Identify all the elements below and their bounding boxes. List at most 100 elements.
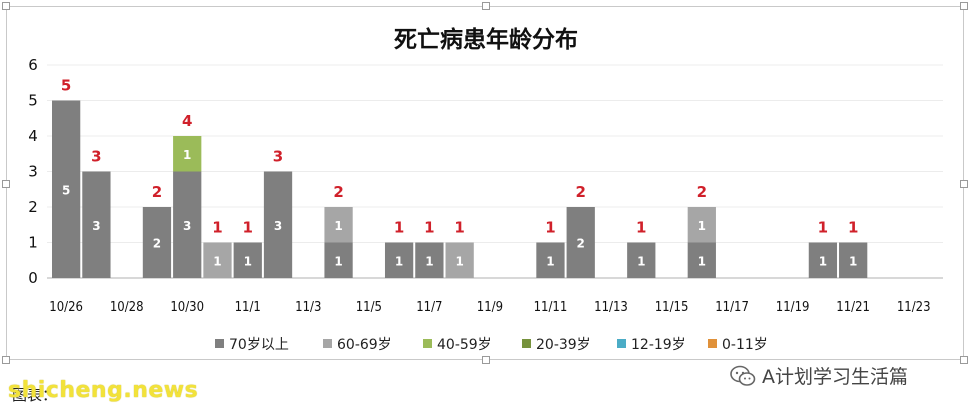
- segment-label: 2: [153, 237, 161, 251]
- legend-swatch: [522, 339, 531, 348]
- bar-segment: [536, 242, 565, 278]
- legend-label: 20-39岁: [536, 337, 591, 353]
- y-tick-label: 0: [28, 269, 38, 287]
- segment-label: 1: [455, 254, 463, 268]
- segment-label: 1: [849, 254, 857, 268]
- resize-handle-top-right[interactable]: [960, 2, 968, 10]
- resize-handle-right[interactable]: [960, 180, 968, 188]
- segment-label: 1: [244, 254, 252, 268]
- figure-caption: 图表：: [12, 386, 58, 404]
- segment-label: 5: [62, 183, 70, 197]
- y-tick-label: 1: [28, 234, 38, 252]
- segment-label: 3: [274, 219, 282, 233]
- y-tick-label: 3: [28, 163, 38, 181]
- bar-segment: [445, 242, 474, 278]
- segment-label: 1: [698, 254, 706, 268]
- bar-segment: [324, 207, 353, 243]
- segment-label: 1: [425, 254, 433, 268]
- y-tick-label: 5: [28, 92, 38, 110]
- bar-total-label: 1: [636, 219, 646, 237]
- x-tick-label: 11/13: [594, 300, 628, 315]
- x-tick-label: 11/21: [836, 300, 870, 315]
- bar-segment: [142, 207, 172, 278]
- resize-handle-bottom-left[interactable]: [2, 356, 10, 364]
- resize-handle-top[interactable]: [482, 2, 490, 10]
- x-tick-label: 11/19: [776, 300, 810, 315]
- x-tick-label: 10/30: [170, 300, 204, 315]
- segment-label: 1: [637, 254, 645, 268]
- resize-handle-left[interactable]: [2, 180, 10, 188]
- wechat-icon: [730, 365, 756, 386]
- legend-label: 70岁以上: [229, 337, 289, 353]
- chart-title: 死亡病患年龄分布: [394, 26, 578, 53]
- x-tick-label: 11/5: [356, 300, 382, 315]
- y-tick-label: 4: [28, 127, 38, 145]
- y-tick-label: 2: [28, 198, 38, 216]
- segment-label: 1: [546, 254, 554, 268]
- legend: 70岁以上 60-69岁 40-59岁 20-39岁 12-19岁 0-11岁: [215, 337, 768, 353]
- bar-segment: [173, 136, 202, 172]
- legend-swatch: [215, 339, 224, 348]
- bar-total-label: 2: [576, 183, 586, 201]
- bar-segment: [263, 171, 293, 278]
- resize-handle-bottom[interactable]: [482, 356, 490, 364]
- bar-segment: [324, 242, 353, 278]
- bar-segment: [566, 207, 595, 278]
- bars: 5 5 3 3 2 2 3 1 4 1 1 1 1 3 3 1 1 2 1 1 1 1 1 1 1 1 2 2 1 1 1 1 2 1 1 1 1: [52, 77, 868, 278]
- legend-label: 60-69岁: [337, 337, 392, 353]
- legend-label: 0-11岁: [722, 337, 768, 353]
- bar-segment: [52, 100, 81, 278]
- bar-segment: [627, 242, 656, 278]
- bar-segment: [687, 207, 716, 243]
- x-tick-label: 11/1: [235, 300, 261, 315]
- bar-total-label: 5: [61, 77, 71, 95]
- bar-segment: [173, 171, 202, 278]
- segment-label: 1: [334, 219, 342, 233]
- legend-swatch: [423, 339, 432, 348]
- bar-segment: [415, 242, 444, 278]
- x-tick-label: 11/17: [715, 300, 749, 315]
- segment-label: 1: [698, 219, 706, 233]
- legend-label: 40-59岁: [437, 337, 492, 353]
- bar-total-label: 1: [394, 219, 404, 237]
- bar-segment: [233, 242, 262, 278]
- x-axis: 10/26 10/28 10/30 11/1 11/3 11/5 11/7 11/9 11/11…: [49, 300, 930, 315]
- bar-total-label: 2: [697, 183, 707, 201]
- bar-total-label: 1: [545, 219, 555, 237]
- x-tick-label: 10/28: [110, 300, 144, 315]
- bar-total-label: 1: [848, 219, 858, 237]
- bar-segment: [839, 242, 868, 278]
- bar-total-label: 2: [333, 183, 343, 201]
- bar-segment: [687, 242, 716, 278]
- bar-total-label: 1: [424, 219, 434, 237]
- bar-total-label: 3: [273, 148, 283, 166]
- legend-label: 12-19岁: [631, 337, 686, 353]
- bar-segment: [203, 242, 232, 278]
- segment-label: 1: [183, 148, 191, 162]
- x-tick-label: 11/15: [655, 300, 689, 315]
- x-tick-label: 11/3: [295, 300, 321, 315]
- legend-swatch: [323, 339, 332, 348]
- y-axis: 0 1 2 3 4 5 6: [28, 56, 38, 287]
- segment-label: 3: [92, 219, 100, 233]
- resize-handle-top-left[interactable]: [2, 2, 10, 10]
- bar-total-label: 3: [91, 148, 101, 166]
- resize-handle-bottom-right[interactable]: [960, 356, 968, 364]
- x-tick-label: 11/23: [897, 300, 931, 315]
- account-name: A计划学习生活篇: [762, 366, 908, 388]
- x-tick-label: 11/9: [477, 300, 503, 315]
- bar-segment: [384, 242, 414, 278]
- bar-total-label: 1: [243, 219, 253, 237]
- bar-segment: [82, 171, 111, 278]
- segment-label: 1: [819, 254, 827, 268]
- watermark: shicheng.news: [8, 378, 199, 403]
- bar-total-label: 4: [182, 112, 192, 130]
- segment-label: 2: [577, 237, 585, 251]
- y-tick-label: 6: [28, 56, 38, 74]
- segment-label: 1: [213, 254, 221, 268]
- x-tick-label: 10/26: [49, 300, 83, 315]
- bar-total-label: 1: [454, 219, 464, 237]
- bar-segment: [808, 242, 838, 278]
